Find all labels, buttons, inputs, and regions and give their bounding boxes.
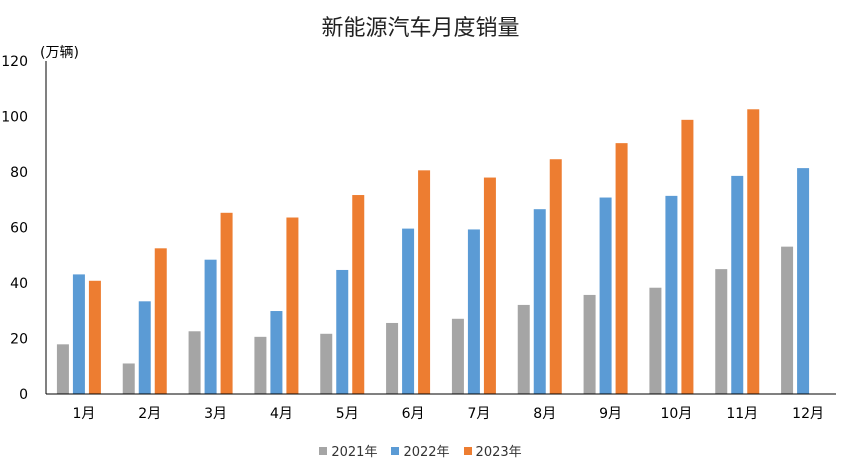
bar — [204, 259, 217, 394]
legend-item: 2022年 — [391, 441, 450, 460]
bar — [549, 159, 562, 394]
bar — [599, 197, 612, 394]
bar — [138, 301, 151, 394]
bar — [615, 143, 628, 394]
bar — [254, 336, 267, 394]
x-tick-label: 5月 — [336, 406, 359, 422]
bar — [188, 331, 201, 394]
y-tick-label: 0 — [19, 387, 28, 403]
y-tick-label: 100 — [1, 110, 28, 126]
y-tick-label: 80 — [10, 165, 28, 181]
legend-item: 2021年 — [319, 441, 377, 460]
bar — [649, 287, 662, 394]
x-tick-label: 10月 — [661, 406, 693, 422]
x-tick-label: 6月 — [402, 406, 425, 422]
bar — [583, 294, 596, 394]
bar — [483, 177, 496, 394]
y-tick-label: 40 — [10, 276, 28, 292]
bar — [517, 304, 530, 394]
bar — [352, 195, 365, 394]
x-tick-label: 3月 — [204, 406, 227, 422]
legend-swatch — [319, 446, 328, 455]
bar — [320, 333, 333, 394]
bar — [72, 274, 85, 394]
legend: 2021年 2022年 2023年 — [0, 441, 841, 460]
legend-swatch — [463, 446, 472, 455]
y-axis-ticks: 0 20 40 60 80 100 120 — [1, 54, 28, 403]
y-axis-unit-label: (万辆) — [40, 45, 79, 61]
y-tick-label: 20 — [10, 332, 28, 348]
bar-series — [56, 109, 810, 394]
y-tick-label: 60 — [10, 221, 28, 237]
bar — [747, 109, 760, 394]
bar — [715, 269, 728, 394]
bar — [386, 322, 399, 394]
bar — [154, 248, 167, 394]
bar — [731, 175, 744, 394]
legend-label: 2021年 — [331, 445, 378, 460]
legend-swatch — [391, 446, 400, 455]
bar — [286, 217, 299, 394]
bar — [467, 229, 480, 394]
x-tick-label: 8月 — [533, 406, 556, 422]
y-tick-label: 120 — [1, 54, 28, 70]
x-tick-label: 4月 — [270, 406, 293, 422]
bar — [270, 311, 283, 394]
x-tick-label: 7月 — [467, 406, 490, 422]
x-tick-label: 11月 — [726, 406, 758, 422]
bar — [451, 318, 464, 394]
legend-label: 2022年 — [403, 445, 450, 460]
legend-label: 2023年 — [475, 445, 522, 460]
bar — [88, 280, 101, 394]
bar — [336, 269, 349, 394]
bar — [402, 228, 415, 394]
bar — [220, 212, 233, 394]
bar — [665, 195, 678, 394]
legend-item: 2023年 — [463, 441, 522, 460]
bar — [56, 344, 69, 394]
x-tick-label: 1月 — [72, 406, 95, 422]
x-axis-labels: 1月 2月 3月 4月 5月 6月 7月 8月 9月 10月 11月 12月 — [72, 406, 824, 422]
bar — [418, 170, 431, 394]
x-tick-label: 9月 — [599, 406, 622, 422]
x-tick-label: 2月 — [138, 406, 161, 422]
x-tick-label: 12月 — [792, 406, 824, 422]
bar — [122, 363, 135, 394]
bar — [781, 246, 794, 394]
bar — [681, 119, 694, 394]
bar — [533, 209, 546, 394]
chart-title: 新能源汽车月度销量 — [321, 16, 520, 41]
bar — [797, 168, 810, 394]
